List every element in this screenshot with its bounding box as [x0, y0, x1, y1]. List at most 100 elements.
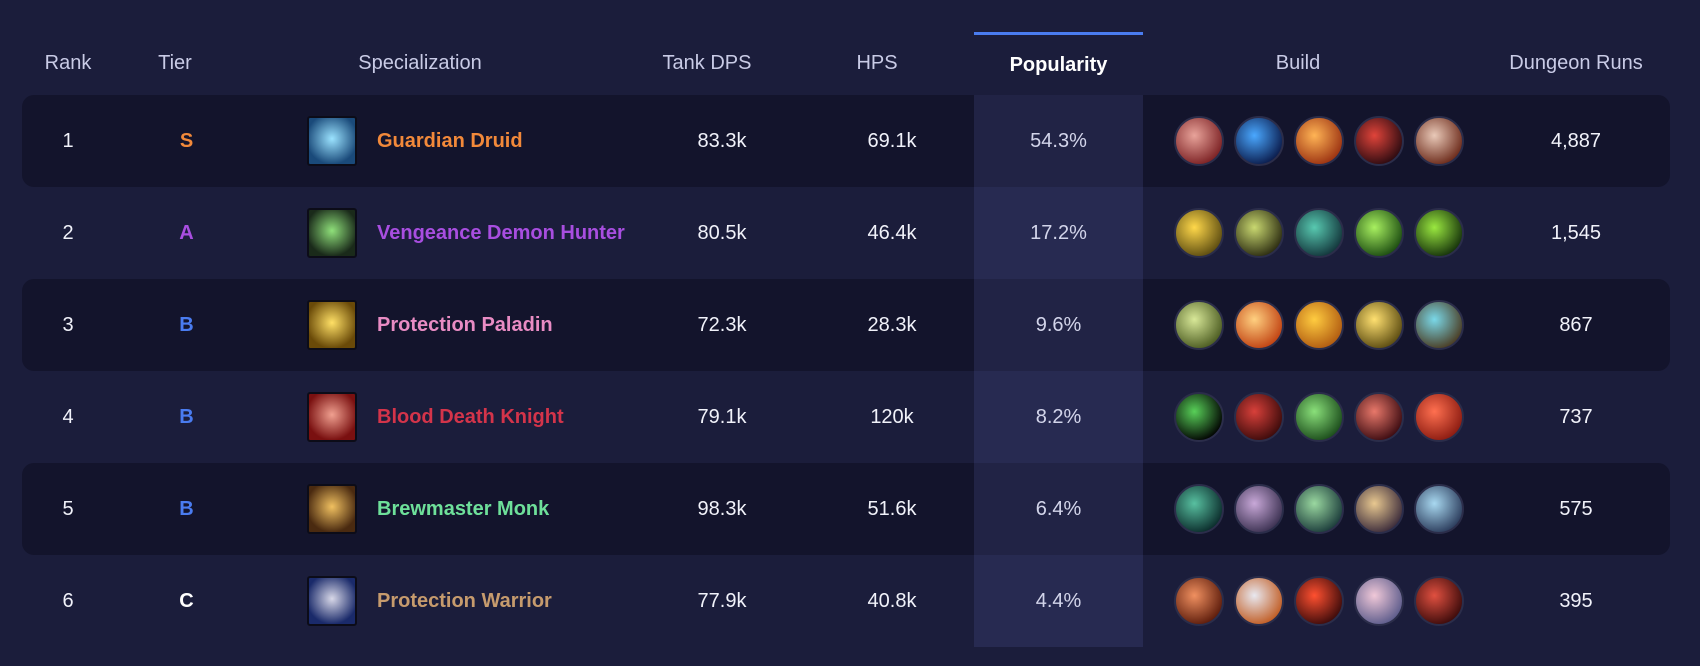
tier-badge: B — [179, 313, 194, 336]
tank-dps-value: 83.3k — [697, 129, 747, 152]
popularity-value: 54.3% — [1030, 129, 1087, 152]
talent-teal-spirit-icon[interactable] — [1294, 208, 1344, 258]
talent-scream-icon[interactable] — [1354, 576, 1404, 626]
talent-shield-icon[interactable] — [1234, 576, 1284, 626]
header-dungeon-runs[interactable]: Dungeon Runs — [1509, 52, 1643, 74]
spec-cell[interactable]: Brewmaster Monk — [307, 463, 647, 555]
tank-dps-value: 80.5k — [697, 221, 747, 244]
talent-arcane-shield-icon[interactable] — [1414, 300, 1464, 350]
protection-warrior-icon — [307, 576, 357, 626]
hps-value: 40.8k — [867, 589, 917, 612]
popularity-value: 4.4% — [1035, 589, 1082, 612]
popularity-value: 9.6% — [1035, 313, 1082, 336]
dungeon-runs-value: 4,887 — [1550, 129, 1602, 152]
talent-fire-bear-icon[interactable] — [1294, 116, 1344, 166]
spec-name[interactable]: Brewmaster Monk — [377, 497, 550, 520]
spec-cell[interactable]: Protection Warrior — [307, 555, 647, 647]
tank-dps-value: 79.1k — [697, 405, 747, 428]
tank-dps-value: 72.3k — [697, 313, 747, 336]
dungeon-runs-value: 575 — [1559, 497, 1593, 520]
rank-value: 2 — [62, 221, 74, 244]
talent-red-beast-icon[interactable] — [1354, 116, 1404, 166]
table-header: Rank Tier Specialization Tank DPS HPS Po… — [22, 32, 1670, 95]
table-row[interactable]: 1 S Guardian Druid 83.3k 69.1k 54.3% 4,8… — [22, 95, 1670, 187]
tank-dps-value: 98.3k — [697, 497, 747, 520]
rank-value: 1 — [62, 129, 74, 152]
tier-badge: B — [179, 497, 194, 520]
brewmaster-monk-icon — [307, 484, 357, 534]
talent-green-skull-icon[interactable] — [1294, 392, 1344, 442]
header-build: Build — [1275, 52, 1321, 74]
table-row[interactable]: 6 C Protection Warrior 77.9k 40.8k 4.4% … — [22, 555, 1670, 647]
popularity-value: 8.2% — [1035, 405, 1082, 428]
talent-heart-icon[interactable] — [1414, 392, 1464, 442]
talent-jade-fist-icon[interactable] — [1294, 484, 1344, 534]
talent-bloody-claws-icon[interactable] — [1174, 116, 1224, 166]
talent-green-sigil-icon[interactable] — [1354, 208, 1404, 258]
protection-paladin-icon — [307, 300, 357, 350]
talent-demon-face-icon[interactable] — [1234, 208, 1284, 258]
hps-value: 51.6k — [867, 497, 917, 520]
rank-value: 6 — [62, 589, 74, 612]
table-row[interactable]: 3 B Protection Paladin 72.3k 28.3k 9.6% … — [22, 279, 1670, 371]
hps-value: 120k — [870, 405, 914, 428]
build-talents — [1174, 279, 1474, 371]
header-rank[interactable]: Rank — [44, 52, 92, 74]
talent-holy-light-icon[interactable] — [1294, 300, 1344, 350]
rank-value: 5 — [62, 497, 74, 520]
header-popularity[interactable]: Popularity — [974, 32, 1143, 95]
spec-name[interactable]: Vengeance Demon Hunter — [377, 221, 625, 244]
tier-badge: A — [179, 221, 194, 244]
spec-name[interactable]: Guardian Druid — [377, 129, 523, 152]
header-hps[interactable]: HPS — [856, 52, 898, 74]
tank-rankings-table: Rank Tier Specialization Tank DPS HPS Po… — [22, 32, 1670, 647]
talent-claw-icon[interactable] — [1414, 116, 1464, 166]
build-talents — [1174, 463, 1474, 555]
dungeon-runs-value: 867 — [1559, 313, 1593, 336]
table-row[interactable]: 4 B Blood Death Knight 79.1k 120k 8.2% 7… — [22, 371, 1670, 463]
talent-blue-swirl-icon[interactable] — [1234, 116, 1284, 166]
spec-cell[interactable]: Blood Death Knight — [307, 371, 647, 463]
talent-lion-face-icon[interactable] — [1174, 300, 1224, 350]
rank-value: 4 — [62, 405, 74, 428]
spec-cell[interactable]: Vengeance Demon Hunter — [307, 187, 647, 279]
table-row[interactable]: 5 B Brewmaster Monk 98.3k 51.6k 6.4% 575 — [22, 463, 1670, 555]
talent-jade-swirl-icon[interactable] — [1174, 484, 1224, 534]
dungeon-runs-value: 737 — [1559, 405, 1593, 428]
build-talents — [1174, 95, 1474, 187]
talent-golden-helm-icon[interactable] — [1354, 300, 1404, 350]
tank-dps-value: 77.9k — [697, 589, 747, 612]
hps-value: 46.4k — [867, 221, 917, 244]
talent-void-portal-icon[interactable] — [1174, 392, 1224, 442]
talent-yellow-glyph-icon[interactable] — [1174, 208, 1224, 258]
talent-storm-icon[interactable] — [1414, 484, 1464, 534]
rank-value: 3 — [62, 313, 74, 336]
talent-holy-flame-icon[interactable] — [1234, 300, 1284, 350]
spec-cell[interactable]: Guardian Druid — [307, 95, 647, 187]
build-talents — [1174, 371, 1474, 463]
header-tank-dps[interactable]: Tank DPS — [662, 52, 752, 74]
talent-keg-icon[interactable] — [1354, 484, 1404, 534]
talent-enraged-warrior-icon[interactable] — [1174, 576, 1224, 626]
build-talents — [1174, 187, 1474, 279]
header-tier[interactable]: Tier — [158, 52, 192, 74]
talent-avatar-icon[interactable] — [1414, 576, 1464, 626]
talent-red-shout-icon[interactable] — [1294, 576, 1344, 626]
spec-cell[interactable]: Protection Paladin — [307, 279, 647, 371]
spec-name[interactable]: Protection Warrior — [377, 589, 552, 612]
guardian-druid-icon — [307, 116, 357, 166]
header-specialization[interactable]: Specialization — [358, 52, 482, 74]
tier-badge: S — [179, 129, 194, 152]
talent-blood-blade-icon[interactable] — [1354, 392, 1404, 442]
popularity-value: 17.2% — [1030, 221, 1087, 244]
hps-value: 28.3k — [867, 313, 917, 336]
spec-name[interactable]: Protection Paladin — [377, 313, 553, 336]
spec-name[interactable]: Blood Death Knight — [377, 405, 564, 428]
popularity-value: 6.4% — [1035, 497, 1082, 520]
build-talents — [1174, 555, 1474, 647]
talent-blood-swirl-icon[interactable] — [1234, 392, 1284, 442]
talent-fel-demon-icon[interactable] — [1414, 208, 1464, 258]
tier-badge: B — [179, 405, 194, 428]
talent-staff-strike-icon[interactable] — [1234, 484, 1284, 534]
table-row[interactable]: 2 A Vengeance Demon Hunter 80.5k 46.4k 1… — [22, 187, 1670, 279]
